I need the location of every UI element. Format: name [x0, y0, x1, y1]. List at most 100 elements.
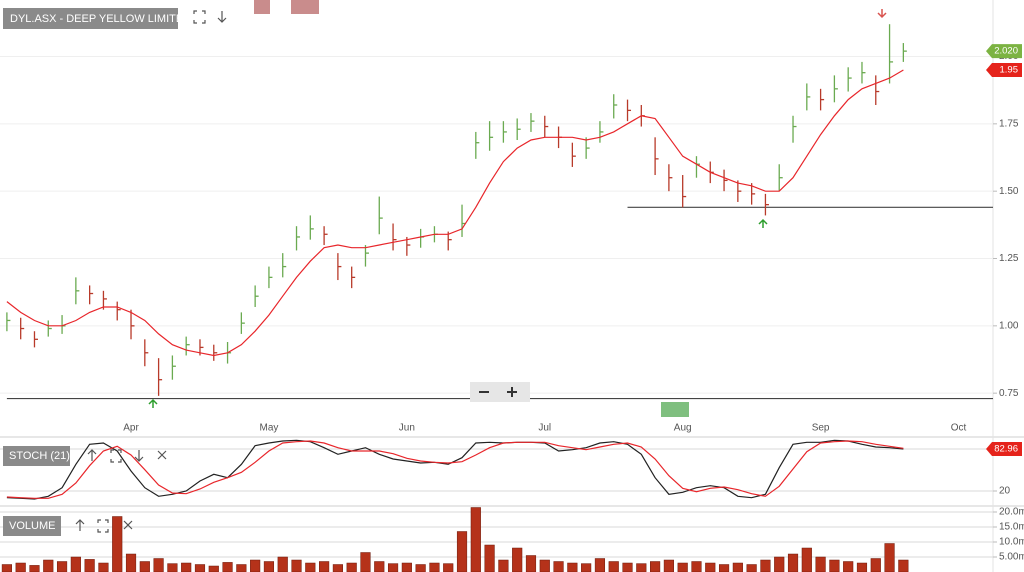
volume-bar	[15, 562, 26, 572]
y-tick-label: 1.25	[999, 253, 1019, 264]
volume-bar	[70, 556, 81, 572]
down-icon[interactable]	[134, 450, 144, 462]
volume-bar	[98, 562, 109, 572]
volume-bar	[415, 564, 426, 572]
marker	[291, 0, 319, 14]
marker	[254, 0, 270, 14]
close-icon[interactable]	[123, 520, 133, 530]
volume-bar	[539, 559, 550, 572]
ma-last-tag-bg	[986, 62, 1022, 77]
volume-bar	[691, 561, 702, 572]
zoom-control[interactable]	[470, 382, 530, 402]
volume-bar	[277, 556, 288, 572]
volume-bar	[815, 556, 826, 572]
volume-bar	[305, 562, 316, 572]
toolbar[interactable]	[193, 10, 227, 24]
volume-bar	[319, 561, 330, 572]
x-tick-label: Jul	[538, 423, 551, 434]
y-tick-label: 1.75	[999, 118, 1019, 129]
buy-signal	[758, 218, 768, 228]
volume-bar	[608, 561, 619, 572]
x-tick-label: Aug	[674, 423, 692, 434]
up-icon[interactable]	[87, 449, 97, 461]
up-icon[interactable]	[75, 519, 85, 531]
volume-bar	[84, 559, 95, 572]
title-box	[3, 8, 178, 29]
down-icon[interactable]	[217, 11, 227, 23]
volume-bar	[856, 562, 868, 572]
last-price-tag: 2.020	[994, 46, 1018, 57]
volume-bar	[443, 563, 454, 572]
stoch-title-box	[3, 446, 70, 466]
volume-bar	[250, 559, 261, 572]
volume-bar	[470, 507, 481, 572]
volume-bar	[374, 561, 385, 572]
volume-bar	[498, 559, 509, 572]
x-tick-label: Apr	[123, 423, 139, 434]
volume-bar	[870, 558, 881, 572]
chart-title: DYL.ASX - DEEP YELLOW LIMITED	[10, 13, 191, 25]
y-tick-label: 0.75	[999, 388, 1019, 399]
volume-bar	[801, 547, 812, 572]
zoom-box	[470, 382, 530, 402]
volume-bar	[291, 559, 302, 572]
volume-toolbar[interactable]	[75, 519, 133, 533]
volume-bar	[360, 552, 371, 572]
volume-bar	[332, 564, 343, 572]
volume-bar	[346, 562, 357, 572]
volume-bar	[112, 516, 123, 572]
maximize-icon[interactable]	[97, 519, 109, 533]
volume-bar	[194, 564, 206, 572]
volume-bar	[774, 556, 785, 572]
volume-bar	[829, 559, 840, 572]
volume-bar	[1, 564, 12, 572]
volume-bar	[125, 553, 137, 572]
maximize-icon[interactable]	[110, 449, 122, 463]
volume-bar	[56, 561, 68, 572]
volume-bar	[760, 559, 771, 572]
volume-bar	[525, 555, 537, 572]
volume-bar	[401, 562, 412, 572]
y-tick-label: 15.0m	[999, 522, 1024, 533]
x-tick-label: Sep	[812, 423, 830, 434]
volume-title-box	[3, 516, 61, 536]
volume-bar	[594, 558, 606, 572]
y-tick-label: 10.0m	[999, 537, 1024, 548]
last-price-tag-bg	[986, 44, 1022, 59]
stoch-line	[6, 439, 904, 500]
volume-bar	[222, 562, 233, 572]
maximize-icon[interactable]	[193, 10, 206, 24]
volume-bar	[732, 562, 743, 572]
volume-bar	[208, 565, 219, 572]
y-tick-label: 5.00m	[999, 552, 1024, 563]
volume-bar	[153, 558, 164, 572]
volume-bar	[843, 561, 854, 572]
stoch-toolbar[interactable]	[87, 449, 167, 463]
volume-bar	[456, 531, 468, 572]
x-tick-label: Jun	[399, 423, 415, 434]
sell-signal	[877, 9, 887, 19]
close-icon[interactable]	[157, 450, 167, 460]
volume-bar	[181, 562, 192, 572]
volume-bar	[677, 562, 688, 572]
y-tick-label: 1.00	[999, 320, 1019, 331]
plot-area: Apr May Jun Jul Aug Sep Oct 0.75 1.00 1.25 1.50 1.7…	[0, 24, 1024, 572]
y-tick-label: 1.50	[999, 186, 1019, 197]
volume-bar	[663, 559, 674, 572]
volume-bar	[718, 564, 730, 572]
volume-bar	[43, 559, 54, 572]
volume-bar	[567, 562, 578, 572]
volume-bar	[622, 562, 633, 572]
y-tick-label: 20	[999, 486, 1011, 497]
volume-bar	[512, 547, 523, 572]
x-tick-label: Oct	[951, 423, 967, 434]
volume-bar	[898, 559, 909, 572]
stoch-line	[6, 440, 904, 499]
volume-bar	[650, 561, 661, 572]
volume-bar	[484, 544, 495, 572]
volume-bar	[29, 565, 40, 572]
zoom-in[interactable]	[507, 387, 517, 397]
last-value-tag-bg	[986, 442, 1022, 457]
